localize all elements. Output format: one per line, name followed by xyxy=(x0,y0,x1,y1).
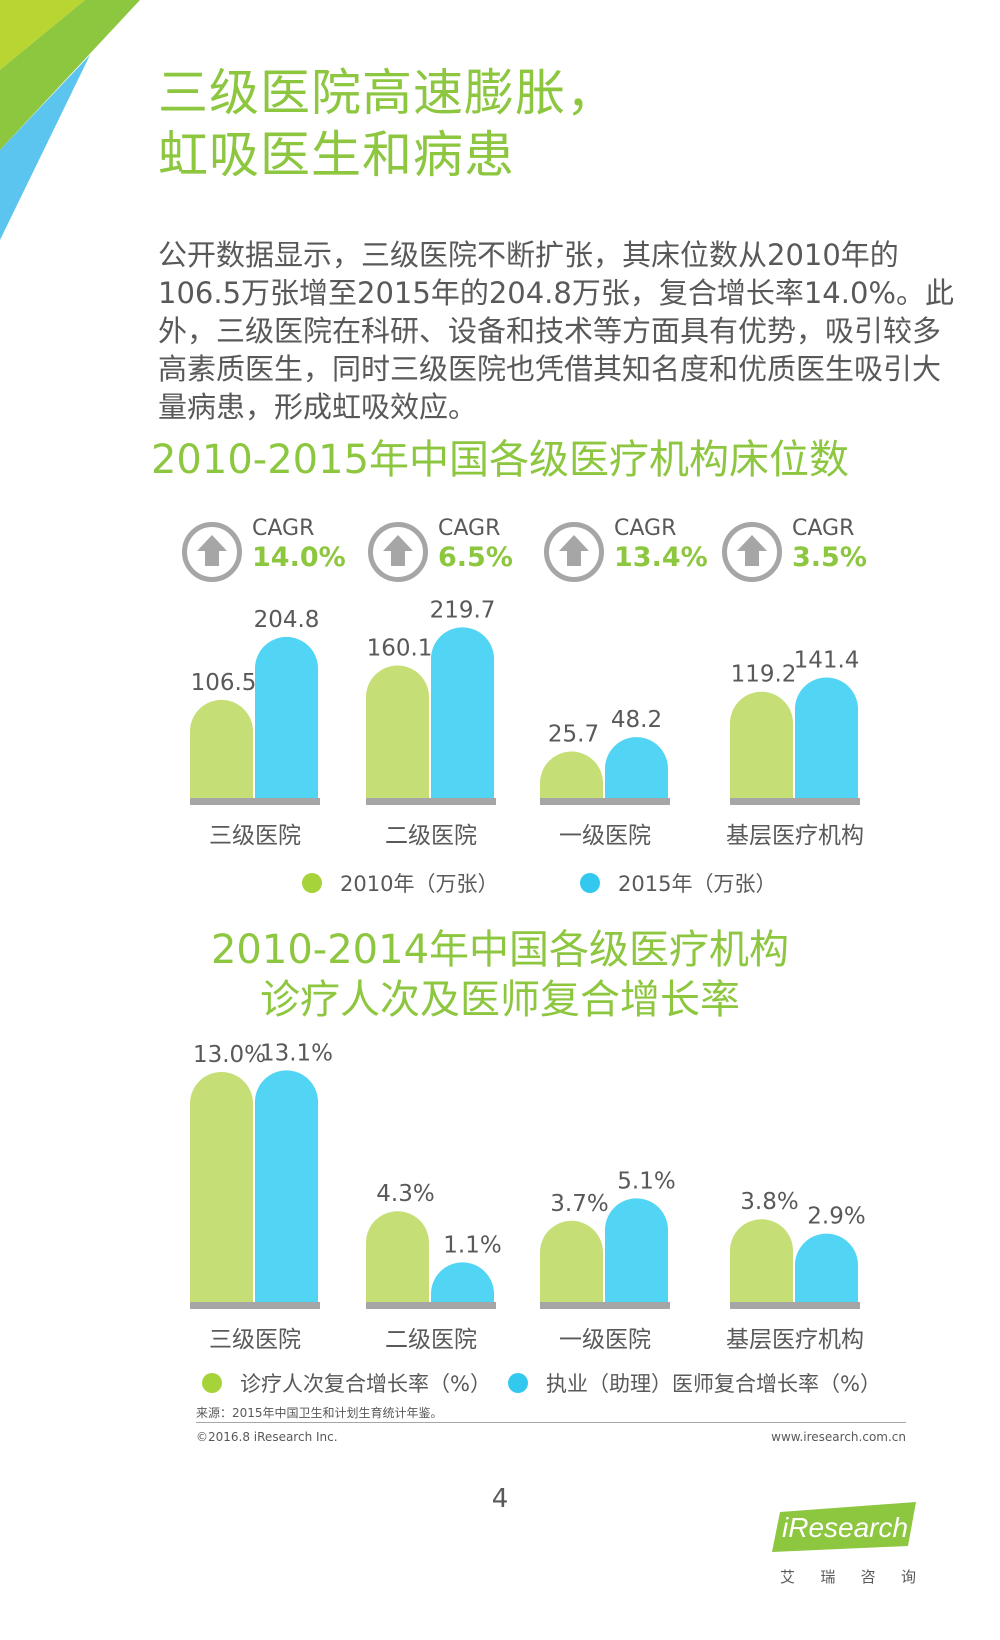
legend-label: 执业（助理）医师复合增长率（%） xyxy=(546,1372,881,1396)
bar-baseline xyxy=(730,798,860,805)
headline-line-1: 三级医院高速膨胀， xyxy=(158,64,617,122)
logo-char: 艾 xyxy=(780,1568,796,1586)
legend-label: 诊疗人次复合增长率（%） xyxy=(240,1372,491,1396)
headline-line-2: 虹吸医生和病患 xyxy=(158,126,515,184)
bar-series-2 xyxy=(255,1070,318,1302)
logo-char: 瑞 xyxy=(820,1568,836,1586)
category-label: 一级医院 xyxy=(559,823,651,849)
category-label: 三级医院 xyxy=(209,1327,301,1353)
legend-item-2015: 2015年（万张） xyxy=(580,868,776,898)
bar-baseline xyxy=(540,798,670,805)
source-note: 来源：2015年中国卫生和计划生育统计年鉴。 xyxy=(196,1406,443,1420)
logo-subtitle: 艾 瑞 咨 询 xyxy=(780,1566,916,1587)
bar-value-label: 219.7 xyxy=(430,597,496,623)
cagr-value: 13.4% xyxy=(614,542,708,573)
bar-series-2 xyxy=(795,677,858,798)
bar-value-label: 1.1% xyxy=(443,1232,501,1258)
bar-value-label: 119.2 xyxy=(731,662,797,688)
cagr-badge-4: CAGR 3.5% xyxy=(722,516,922,596)
bar-series-2 xyxy=(795,1233,858,1302)
bar-value-label: 3.7% xyxy=(550,1191,608,1217)
bar-value-label: 13.0% xyxy=(193,1042,266,1068)
category-label: 二级医院 xyxy=(385,823,477,849)
up-arrow-icon xyxy=(182,522,242,582)
category-label: 一级医院 xyxy=(559,1327,651,1353)
cagr-badge-2: CAGR 6.5% xyxy=(368,516,568,596)
growth-rate-chart: 13.0%13.1% 三级医院 4.3% 1.1% 二级医院 3.7% 5.1% 一级医院 3.… xyxy=(190,1040,866,1353)
legend-item-visits: 诊疗人次复合增长率（%） xyxy=(202,1368,491,1398)
bar-series-2 xyxy=(605,1198,668,1302)
bar-value-label: 4.3% xyxy=(376,1181,434,1207)
category-label: 基层医疗机构 xyxy=(726,823,864,849)
legend-item-physicians: 执业（助理）医师复合增长率（%） xyxy=(508,1368,881,1398)
category-label: 二级医院 xyxy=(385,1327,477,1353)
bar-value-label: 160.1 xyxy=(367,636,433,662)
bar-value-label: 204.8 xyxy=(254,607,320,633)
cagr-value: 6.5% xyxy=(438,542,513,573)
legend-label: 2015年（万张） xyxy=(618,872,777,896)
up-arrow-icon xyxy=(544,522,604,582)
bar-series-1 xyxy=(366,665,429,798)
bar-series-2 xyxy=(605,737,668,798)
bar-series-1 xyxy=(730,1219,793,1302)
bar-series-1 xyxy=(540,1220,603,1302)
legend-swatch-blue xyxy=(508,1373,528,1393)
category-label: 基层医疗机构 xyxy=(726,1327,864,1353)
copyright: ©2016.8 iResearch Inc. xyxy=(196,1430,338,1444)
footer-divider xyxy=(196,1422,906,1423)
up-arrow-icon xyxy=(722,522,782,582)
logo-char: 询 xyxy=(900,1568,916,1586)
cagr-badge-1: CAGR 14.0% xyxy=(182,516,382,596)
cagr-label: CAGR xyxy=(614,516,677,541)
bar-series-1 xyxy=(540,751,603,798)
bar-value-label: 2.9% xyxy=(807,1204,865,1230)
bar-baseline xyxy=(730,1302,860,1309)
bar-baseline xyxy=(540,1302,670,1309)
bar-series-1 xyxy=(366,1211,429,1302)
bar-baseline xyxy=(366,798,496,805)
website: www.iresearch.com.cn xyxy=(771,1430,906,1444)
chart1-title: 2010-2015年中国各级医疗机构床位数 xyxy=(150,437,850,483)
bar-series-1 xyxy=(190,699,253,798)
page-number: 4 xyxy=(491,1484,509,1514)
cagr-label: CAGR xyxy=(438,516,501,541)
bar-value-label: 106.5 xyxy=(191,670,257,696)
bar-value-label: 25.7 xyxy=(548,722,599,748)
bar-series-2 xyxy=(255,636,318,798)
bar-series-1 xyxy=(730,691,793,798)
bar-series-2 xyxy=(431,1262,494,1302)
cagr-value: 14.0% xyxy=(252,542,346,573)
logo-char: 咨 xyxy=(860,1568,876,1586)
bar-value-label: 141.4 xyxy=(794,648,860,674)
iresearch-logo: iResearch 艾 瑞 咨 询 xyxy=(766,1500,916,1620)
bed-count-chart: 106.5 204.8 三级医院 160.1 219.7 二级医院 25.7 48.2 一级医院… xyxy=(190,597,864,849)
bar-value-label: 5.1% xyxy=(617,1168,675,1194)
cagr-badge-3: CAGR 13.4% xyxy=(544,516,744,596)
legend-item-2010: 2010年（万张） xyxy=(302,868,498,898)
legend-swatch-green xyxy=(202,1373,222,1393)
corner-decoration xyxy=(0,0,140,240)
chart2-title-line-1: 2010-2014年中国各级医疗机构 xyxy=(210,927,790,973)
bar-series-1 xyxy=(190,1072,253,1302)
chart2-title-line-2: 诊疗人次及医师复合增长率 xyxy=(260,977,740,1023)
bar-value-label: 3.8% xyxy=(740,1189,798,1215)
cagr-label: CAGR xyxy=(252,516,315,541)
legend-swatch-green xyxy=(302,873,322,893)
cagr-label: CAGR xyxy=(792,516,855,541)
bar-baseline xyxy=(190,798,320,805)
bar-value-label: 48.2 xyxy=(611,707,662,733)
bar-baseline xyxy=(366,1302,496,1309)
category-label: 三级医院 xyxy=(209,823,301,849)
legend-swatch-blue xyxy=(580,873,600,893)
intro-paragraph: 公开数据显示，三级医院不断扩张，其床位数从2010年的106.5万张增至2015… xyxy=(158,238,954,424)
bar-baseline xyxy=(190,1302,320,1309)
cagr-value: 3.5% xyxy=(792,542,867,573)
legend-label: 2010年（万张） xyxy=(340,872,499,896)
up-arrow-icon xyxy=(368,522,428,582)
logo-wordmark: iResearch xyxy=(782,1512,909,1543)
bar-series-2 xyxy=(431,627,494,798)
bar-value-label: 13.1% xyxy=(260,1040,333,1066)
